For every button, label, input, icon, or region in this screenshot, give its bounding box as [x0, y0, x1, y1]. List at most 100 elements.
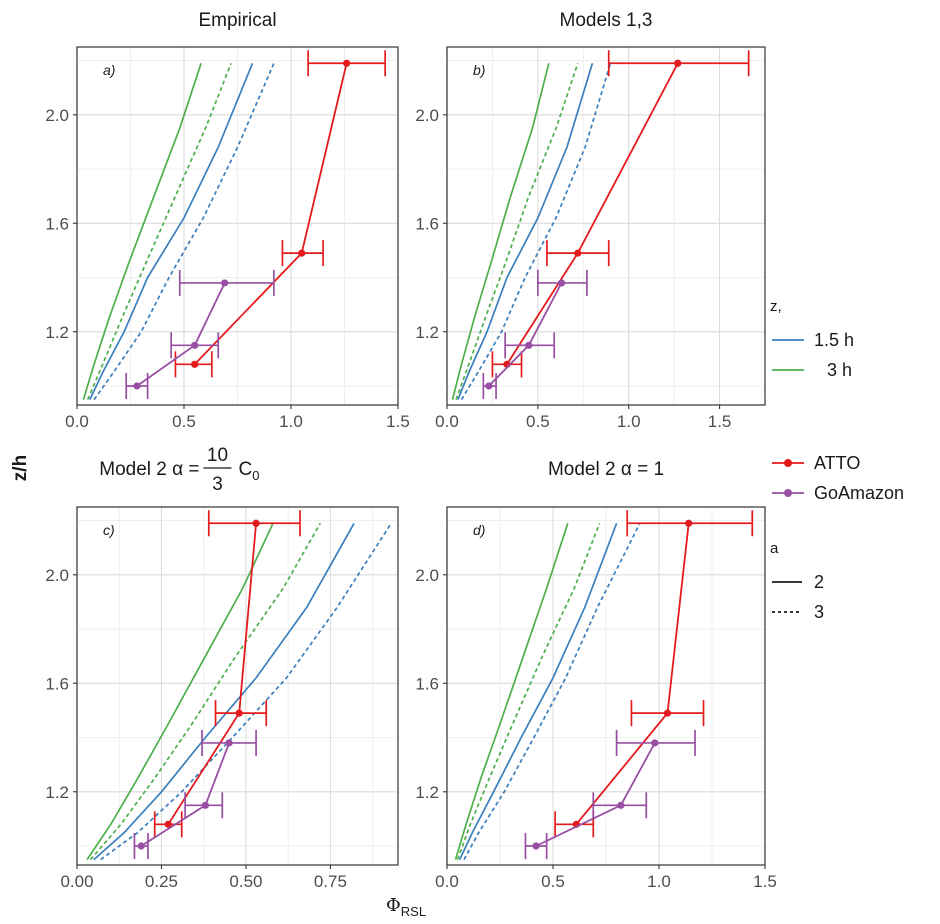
legend-site-key-1 [770, 451, 806, 475]
panel-a-y-tick-label: 2.0 [45, 106, 69, 125]
panel-c-curve-1.5h-a3 [100, 522, 392, 861]
panel-a-x-tick-label: 0.0 [65, 412, 89, 431]
legend-z-key-2 [770, 358, 806, 382]
panel-a-title: Empirical [198, 10, 276, 31]
y-axis-label: z/h [10, 455, 31, 481]
panel-a-x-tick-label: 1.5 [386, 412, 410, 431]
legend-site-swatch-2 [784, 489, 792, 497]
panel-a-x-tick-label: 1.0 [279, 412, 303, 431]
panel-d-y-tick-label: 1.6 [415, 674, 439, 693]
panel-c-curve-1.5h-a2 [93, 522, 355, 861]
panel-c-x-tick-label: 0.00 [60, 872, 93, 891]
legend-site: ATTO GoAmazon [770, 448, 904, 508]
panel-b-curve-3h-a2 [451, 63, 550, 400]
panel-d-goamazon-point [532, 842, 540, 850]
panel-b-y-tick-label: 2.0 [415, 106, 439, 125]
panel-b-y-tick-label: 1.6 [415, 214, 439, 233]
panel-d-curve-3h-a3 [456, 522, 601, 860]
panel-a-curve-3h-a3 [86, 62, 232, 400]
panel-d-goamazon-point [651, 739, 659, 747]
panel-b-x-tick-label: 0.0 [435, 412, 459, 431]
panel-d-x-tick-label: 1.0 [647, 872, 671, 891]
legend-z-item-1: 1.5 h [770, 325, 854, 355]
legend-a: a 2 3 [770, 540, 824, 627]
panel-d-curve-3h-a2 [454, 523, 569, 860]
legend-site-label-1: ATTO [814, 452, 861, 473]
legend-z-label-2: 3 h [827, 359, 853, 380]
panel-a-atto-point [298, 249, 306, 257]
panel-a-y-tick-label: 1.6 [45, 214, 69, 233]
panel-a-x-tick-label: 0.5 [172, 412, 196, 431]
panel-c-y-tick-label: 1.6 [45, 674, 69, 693]
legend-site-key-2 [770, 481, 806, 505]
panel-d-atto-point [685, 519, 693, 527]
panel-b-goamazon-point [557, 279, 566, 287]
panel-d-y-tick-label: 1.2 [415, 783, 439, 802]
panel-c-x-tick-label: 0.25 [145, 872, 178, 891]
panel-d-tag: d) [473, 522, 485, 538]
panel-d-x-tick-label: 0.5 [541, 872, 565, 891]
panel-d-x-tick-label: 0.0 [435, 872, 459, 891]
x-axis-label-subscript: RSL [401, 904, 426, 919]
panel-d-curve-1.5h-a3 [463, 522, 641, 861]
panel-a-goamazon-point [133, 382, 141, 390]
legend-site-item-1: ATTO [770, 448, 904, 478]
panel-b-border [446, 46, 766, 406]
panel-b-atto-point [574, 249, 582, 257]
panel-b-goamazon-point [525, 341, 533, 349]
panel-d-goamazon-point [617, 801, 625, 809]
panel-c-y-tick-label: 1.2 [45, 783, 69, 802]
panel-c-title: Model 2 α = [99, 459, 199, 480]
panel-a-curve-3h-a2 [82, 63, 202, 400]
panel-a-tag: a) [103, 62, 115, 78]
panel-a-curve-1.5h-a3 [93, 62, 275, 401]
legend-site-item-2: GoAmazon [770, 478, 904, 508]
panel-a-atto-point [343, 59, 351, 67]
panel-c-title-c: C0 [239, 459, 260, 483]
panel-a-atto-point [191, 360, 199, 368]
panel-a-border [76, 46, 399, 406]
legend-a-item-2: 3 [770, 597, 824, 627]
x-axis-label-symbol: Φ [386, 895, 401, 916]
panel-c: 0.00 0.25 0.50 0.75 1.2 1.6 2.0 c) Model 2 α = 10… [45, 445, 399, 891]
panel-a-goamazon-point [191, 341, 199, 349]
panel-c-goamazon-point [225, 739, 233, 747]
panel-c-goamazon-point [137, 842, 145, 850]
panels: 0.0 0.5 1.0 1.5 1.2 1.6 2.0 a) Empirical 0.0 0.5 1.… [45, 10, 776, 891]
panel-c-goamazon-point [201, 801, 209, 809]
panel-b-background [447, 47, 765, 405]
panel-c-title-frac-den: 3 [212, 474, 223, 495]
panel-c-curve-3h-a3 [89, 522, 322, 861]
panel-c-curve-3h-a2 [86, 522, 274, 861]
panel-c-y-tick-label: 2.0 [45, 566, 69, 585]
panel-d-title: Model 2 α = 1 [548, 459, 664, 480]
legend-a-key-1 [770, 570, 806, 594]
panel-b-curve-3h-a3 [455, 63, 579, 400]
panel-c-x-tick-label: 0.75 [314, 872, 347, 891]
legend-z: z, 1.5 h 3 h [770, 298, 854, 385]
panel-a-y-tick-label: 1.2 [45, 323, 69, 342]
panel-b-curve-1.5h-a2 [457, 63, 594, 400]
panel-c-atto-point [164, 820, 172, 828]
legend-z-label-1: 1.5 h [814, 329, 855, 350]
panel-b-y-tick-label: 1.2 [415, 323, 439, 342]
legend-z-item-2: 3 h [770, 355, 854, 385]
x-axis-label: ΦRSL [386, 895, 426, 919]
legend-a-label-1: 2 [814, 571, 825, 592]
panel-a-curve-1.5h-a2 [89, 62, 254, 400]
panel-d-x-tick-label: 1.5 [753, 872, 777, 891]
panel-b-x-tick-label: 1.0 [617, 412, 641, 431]
panel-d-border [446, 506, 766, 866]
legend-z-title: z, [770, 298, 782, 315]
panel-b-curve-1.5h-a3 [460, 63, 612, 401]
legend-a-item-1: 2 [770, 567, 824, 597]
panel-b-x-tick-label: 1.5 [708, 412, 732, 431]
panel-c-atto-point [252, 519, 260, 527]
panel-d: 0.0 0.5 1.0 1.5 1.2 1.6 2.0 d) Model 2 α = 1 [415, 459, 776, 891]
panel-c-atto-point [235, 709, 243, 717]
legend-a-label-2: 3 [814, 601, 825, 622]
legend-z-key-1 [770, 328, 806, 352]
panel-c-background [77, 507, 398, 865]
panel-d-atto-point [663, 709, 672, 717]
panel-c-border [76, 506, 399, 866]
